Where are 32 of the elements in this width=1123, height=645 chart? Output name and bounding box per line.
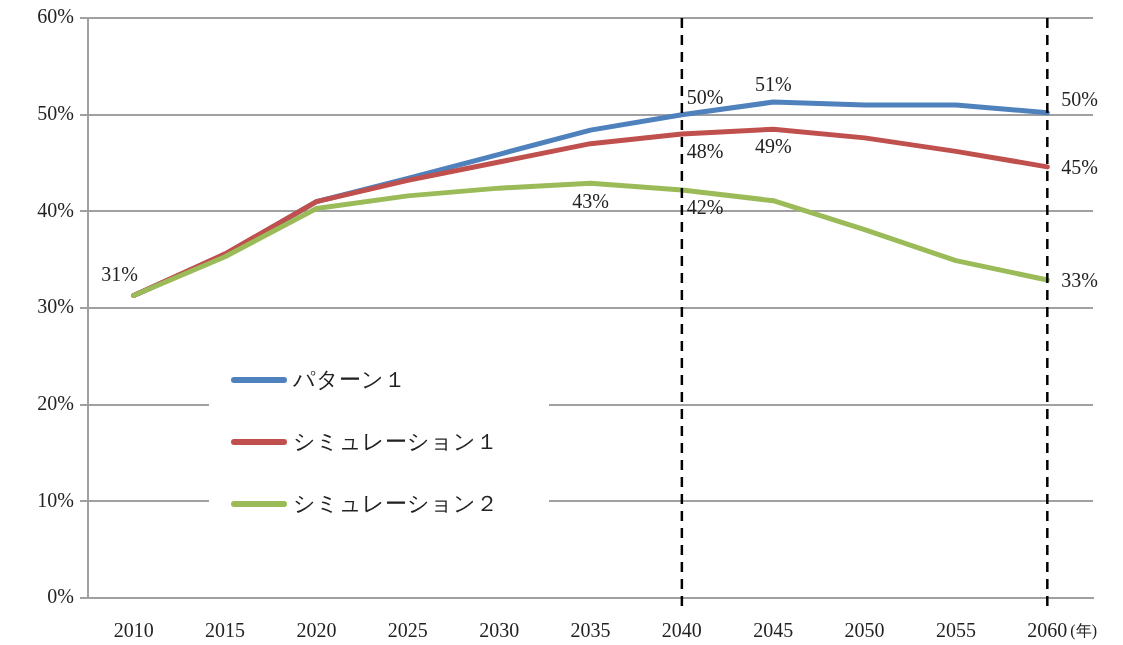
legend-label: シミュレーション２ <box>292 489 498 518</box>
x-tick-label: 2030 <box>479 619 520 642</box>
x-tick-label: 2025 <box>387 619 428 642</box>
x-tick-label: 2010 <box>113 619 154 642</box>
x-tick-label: 2045 <box>753 619 794 642</box>
y-tick-label: 20% <box>37 391 74 414</box>
legend-label: シミュレーション１ <box>292 427 498 456</box>
data-label: 45% <box>1061 156 1098 179</box>
x-tick-label: 2015 <box>205 619 246 642</box>
y-tick-label: 60% <box>37 5 74 28</box>
data-label: 51% <box>754 73 792 96</box>
data-label: 43% <box>572 189 609 212</box>
data-label: 50% <box>686 85 724 108</box>
y-tick-label: 10% <box>37 488 74 511</box>
data-label: 48% <box>686 140 724 163</box>
data-label: 33% <box>1061 269 1098 292</box>
data-label: 49% <box>754 135 792 158</box>
y-tick-label: 50% <box>37 101 74 124</box>
x-tick-label: 2060 <box>1027 619 1068 642</box>
y-tick-label: 0% <box>47 585 74 608</box>
y-tick-label: 30% <box>37 295 74 318</box>
x-tick-label: 2040 <box>661 619 702 642</box>
data-label: 31% <box>101 262 139 285</box>
x-axis-title: (年) <box>1070 622 1097 641</box>
legend-label: パターン１ <box>292 365 406 394</box>
data-label: 50% <box>1061 87 1098 110</box>
x-tick-label: 2050 <box>844 619 885 642</box>
x-tick-label: 2035 <box>570 619 611 642</box>
x-tick-label: 2020 <box>296 619 337 642</box>
y-tick-label: 40% <box>37 198 74 221</box>
x-tick-label: 2055 <box>935 619 976 642</box>
data-label: 42% <box>686 196 724 219</box>
